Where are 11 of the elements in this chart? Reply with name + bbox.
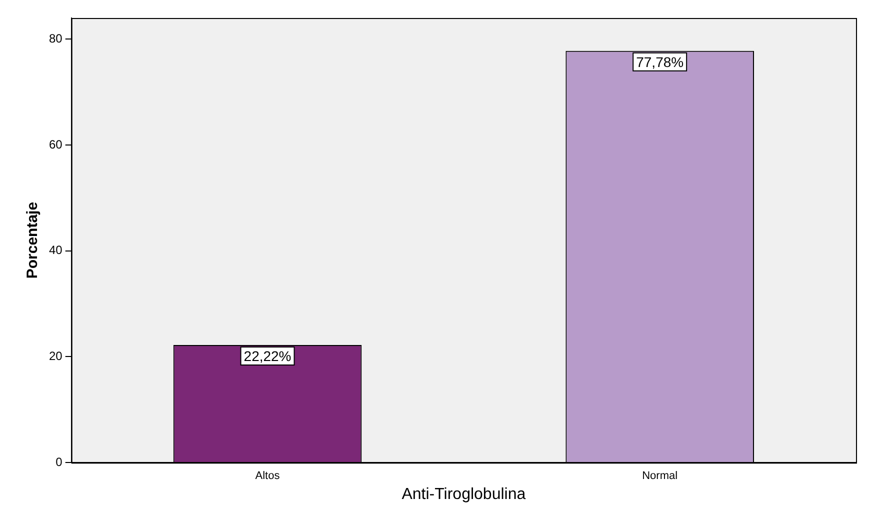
x-tick-label: Altos <box>255 470 280 482</box>
data-label: 77,78% <box>636 54 684 70</box>
x-axis-title: Anti-Tiroglobulina <box>402 486 526 503</box>
y-axis-title: Porcentaje <box>24 202 42 279</box>
y-tick-label: 40 <box>48 243 63 258</box>
y-tick-label: 80 <box>48 31 63 46</box>
x-tick-label: Normal <box>642 470 678 482</box>
y-tick-label: 0 <box>56 454 63 469</box>
data-label: 22,22% <box>244 348 292 364</box>
y-tick-label: 60 <box>48 137 63 152</box>
y-tick-label: 20 <box>48 349 63 364</box>
